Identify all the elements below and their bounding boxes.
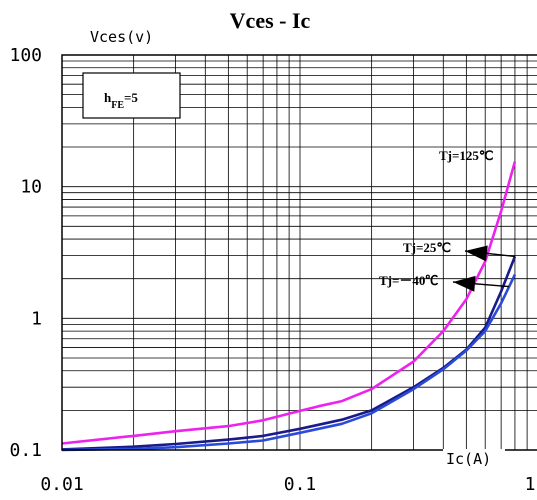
x-tick-label: 0.1 [284, 474, 317, 495]
x-tick-label: 1 [525, 474, 536, 495]
hfe-suffix: =5 [124, 90, 138, 105]
y-tick-label: 1 [31, 308, 42, 329]
svg-text:hFE=5: hFE=5 [104, 90, 138, 111]
series-label-1: Tj=25℃ [403, 240, 451, 255]
x-axis-label: Ic(A) [446, 450, 491, 468]
hfe-main: h [104, 90, 112, 105]
y-tick-label: 0.1 [9, 440, 42, 461]
x-label-bg [443, 449, 505, 469]
chart-title: Vces - Ic [230, 8, 311, 33]
hfe-sub: FE [111, 100, 124, 111]
arrow-tj25-head [465, 245, 488, 262]
series-labels: Tj=125℃ Tj=25℃ Tj=－40℃ [379, 148, 494, 288]
annotation-arrows [452, 245, 516, 292]
tick-labels: 0.1 1 10 100 0.01 0.1 1 [9, 45, 535, 495]
arrow-tj-40-head [453, 275, 476, 292]
series-layer [61, 161, 517, 452]
y-tick-label: 100 [9, 45, 42, 66]
plot-frame [61, 54, 537, 451]
series-label-2: Tj=－40℃ [379, 273, 438, 288]
series-line-1 [61, 256, 517, 451]
y-axis-label: Vces(v) [90, 28, 153, 46]
y-tick-label: 10 [20, 177, 42, 198]
series-line-2 [61, 274, 517, 452]
hfe-annotation-box: hFE=5 [82, 72, 181, 119]
series-label-0: Tj=125℃ [439, 148, 494, 163]
x-tick-label: 0.01 [40, 474, 83, 495]
series-line-0 [61, 161, 517, 445]
